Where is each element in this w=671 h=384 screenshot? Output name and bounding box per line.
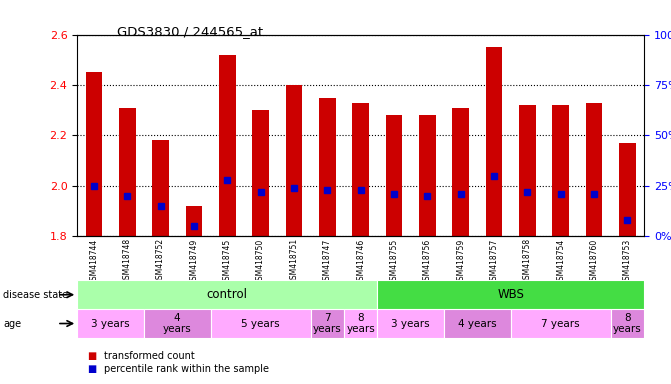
Bar	[419, 115, 435, 236]
Text: 8
years: 8 years	[346, 313, 375, 334]
Bar	[344, 309, 377, 338]
Text: 7
years: 7 years	[313, 313, 342, 334]
Text: 8
years: 8 years	[613, 313, 642, 334]
Bar	[386, 115, 403, 236]
Text: WBS: WBS	[497, 288, 524, 301]
Bar	[77, 280, 377, 309]
Text: 4
years: 4 years	[163, 313, 192, 334]
Text: GSM418754: GSM418754	[556, 238, 565, 285]
Bar	[452, 108, 469, 236]
Text: GSM418755: GSM418755	[389, 238, 399, 285]
Bar	[486, 47, 503, 236]
Bar	[444, 309, 511, 338]
Text: GSM418753: GSM418753	[623, 238, 632, 285]
Text: GDS3830 / 244565_at: GDS3830 / 244565_at	[117, 25, 264, 38]
Bar	[219, 55, 236, 236]
Text: GSM418759: GSM418759	[456, 238, 465, 285]
Text: ■: ■	[87, 364, 97, 374]
Text: GSM418746: GSM418746	[356, 238, 365, 285]
Text: control: control	[207, 288, 248, 301]
Text: GSM418745: GSM418745	[223, 238, 231, 285]
Text: 3 years: 3 years	[391, 318, 430, 329]
Bar	[211, 309, 311, 338]
Text: age: age	[3, 319, 21, 329]
Bar	[552, 105, 569, 236]
Text: 7 years: 7 years	[541, 318, 580, 329]
Bar	[77, 309, 144, 338]
Bar	[586, 103, 603, 236]
Bar	[377, 309, 444, 338]
Text: percentile rank within the sample: percentile rank within the sample	[104, 364, 269, 374]
Bar	[119, 108, 136, 236]
Text: GSM418760: GSM418760	[590, 238, 599, 285]
Text: GSM418747: GSM418747	[323, 238, 332, 285]
Bar	[511, 309, 611, 338]
Bar	[144, 309, 211, 338]
Bar	[85, 72, 102, 236]
Text: disease state: disease state	[3, 290, 68, 300]
Text: GSM418749: GSM418749	[189, 238, 199, 285]
Text: GSM418750: GSM418750	[256, 238, 265, 285]
Bar	[352, 103, 369, 236]
Bar	[286, 85, 303, 236]
Text: GSM418752: GSM418752	[156, 238, 165, 285]
Text: 4 years: 4 years	[458, 318, 497, 329]
Bar	[186, 206, 202, 236]
Bar	[252, 110, 269, 236]
Text: 3 years: 3 years	[91, 318, 130, 329]
Bar	[619, 143, 636, 236]
Text: transformed count: transformed count	[104, 351, 195, 361]
Text: GSM418748: GSM418748	[123, 238, 132, 285]
Text: GSM418751: GSM418751	[289, 238, 299, 285]
Text: GSM418758: GSM418758	[523, 238, 532, 285]
Text: ■: ■	[87, 351, 97, 361]
Text: GSM418756: GSM418756	[423, 238, 432, 285]
Bar	[519, 105, 535, 236]
Text: GSM418744: GSM418744	[89, 238, 99, 285]
Bar	[152, 141, 169, 236]
Bar	[377, 280, 644, 309]
Text: GSM418757: GSM418757	[490, 238, 499, 285]
Bar	[611, 309, 644, 338]
Text: 5 years: 5 years	[242, 318, 280, 329]
Bar	[311, 309, 344, 338]
Bar	[319, 98, 336, 236]
